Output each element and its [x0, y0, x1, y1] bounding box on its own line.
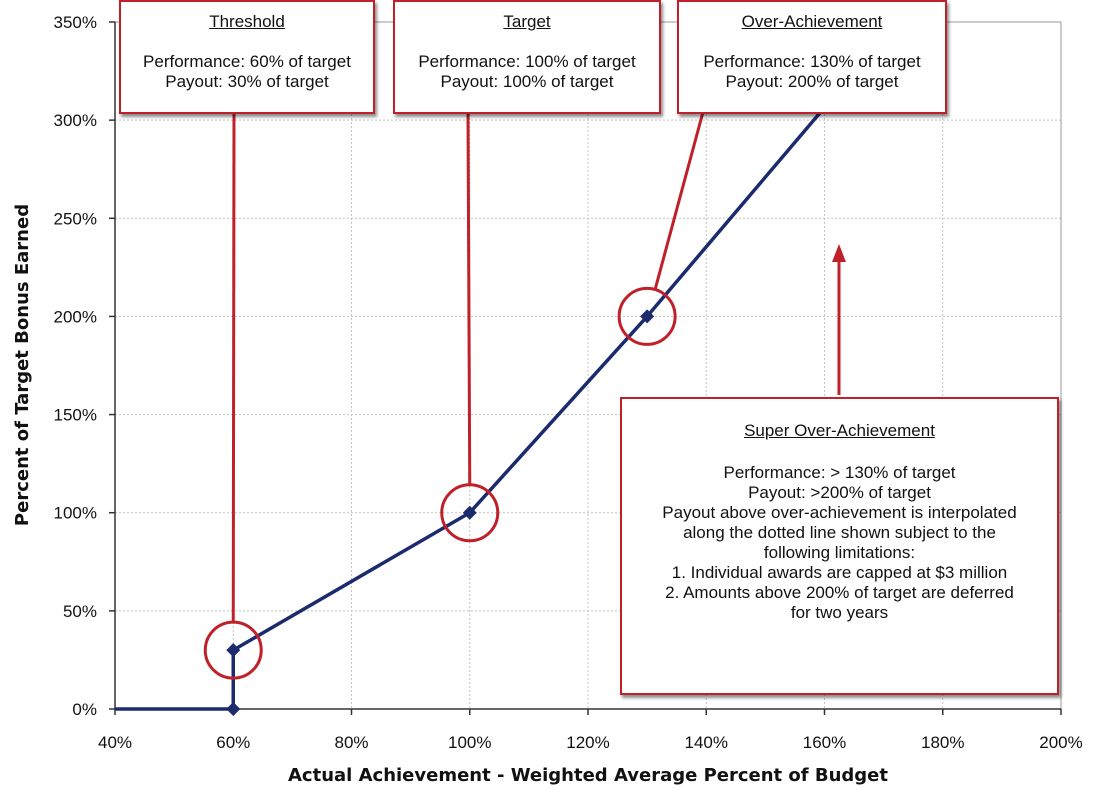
- over-achievement-leader-line: [653, 111, 705, 290]
- annotation-leader-lines: [231, 111, 846, 622]
- highlight-circle: [440, 483, 500, 543]
- x-tick-label: 200%: [1039, 733, 1082, 752]
- target-payout: Payout: 100% of target: [440, 72, 614, 91]
- x-tick-label: 80%: [334, 733, 368, 752]
- bonus-payout-line: [115, 99, 832, 711]
- super-line-limit-2: 2. Amounts above 200% of target are defe…: [665, 583, 1014, 602]
- threshold-payout: Payout: 30% of target: [165, 72, 329, 91]
- super-over-achievement-title: Super Over-Achievement: [744, 421, 935, 440]
- target-title: Target: [503, 12, 551, 31]
- x-tick-label: 100%: [448, 733, 491, 752]
- over-achievement-performance: Performance: 130% of target: [703, 52, 921, 71]
- highlight-circles: [203, 286, 677, 680]
- highlight-circle: [203, 620, 263, 680]
- x-tick-label: 160%: [803, 733, 846, 752]
- super-over-achievement-arrow-head: [832, 244, 846, 262]
- y-tick-label: 250%: [54, 209, 97, 228]
- over-achievement-payout: Payout: 200% of target: [725, 72, 899, 91]
- threshold-callout: Threshold Performance: 60% of target Pay…: [119, 0, 375, 114]
- series-markers: [226, 309, 655, 716]
- super-line-limit-2-cont: for two years: [790, 603, 889, 622]
- highlight-circle: [617, 286, 677, 346]
- y-tick-label: 200%: [54, 307, 97, 326]
- y-tick-label: 300%: [54, 111, 97, 130]
- data-point-marker: [226, 702, 241, 716]
- y-tick-label: 150%: [54, 406, 97, 425]
- y-tick-label: 350%: [54, 13, 97, 32]
- x-tick-label: 60%: [216, 733, 250, 752]
- y-tick-label: 100%: [54, 504, 97, 523]
- super-line-limitations: following limitations:: [763, 543, 916, 562]
- super-line-payout: Payout: >200% of target: [748, 483, 931, 502]
- y-axis-label: Percent of Target Bonus Earned: [12, 204, 33, 526]
- y-tick-labels: 0% 50% 100% 150% 200% 250% 300% 350%: [54, 13, 97, 719]
- x-tick-label: 120%: [566, 733, 609, 752]
- data-point-marker: [462, 505, 477, 520]
- super-line-limit-1: 1. Individual awards are capped at $3 mi…: [671, 563, 1008, 582]
- threshold-title: Threshold: [209, 12, 285, 31]
- data-point-marker: [640, 309, 655, 324]
- y-tick-label: 0%: [72, 700, 97, 719]
- target-leader-line: [466, 111, 472, 484]
- super-line-performance: Performance: > 130% of target: [723, 463, 956, 482]
- super-line-interpolation-1: Payout above over-achievement is interpo…: [662, 503, 1017, 522]
- super-over-achievement-callout: Super Over-Achievement Performance: > 13…: [620, 397, 1059, 695]
- target-performance: Performance: 100% of target: [418, 52, 636, 71]
- x-axis-label: Actual Achievement - Weighted Average Pe…: [288, 765, 888, 786]
- y-tick-label: 50%: [63, 602, 97, 621]
- x-tick-labels: 40% 60% 80% 100% 120% 140% 160% 180% 200%: [98, 733, 1083, 752]
- threshold-performance: Performance: 60% of target: [143, 52, 351, 71]
- data-point-marker: [226, 643, 241, 658]
- over-achievement-callout: Over-Achievement Performance: 130% of ta…: [677, 0, 947, 114]
- x-tick-label: 180%: [921, 733, 964, 752]
- x-tick-label: 40%: [98, 733, 132, 752]
- target-callout: Target Performance: 100% of target Payou…: [393, 0, 661, 114]
- super-line-interpolation-2: along the dotted line shown subject to t…: [683, 523, 996, 542]
- series-line: [115, 99, 832, 711]
- x-tick-label: 140%: [685, 733, 728, 752]
- over-achievement-title: Over-Achievement: [741, 12, 883, 31]
- threshold-leader-line: [231, 111, 236, 622]
